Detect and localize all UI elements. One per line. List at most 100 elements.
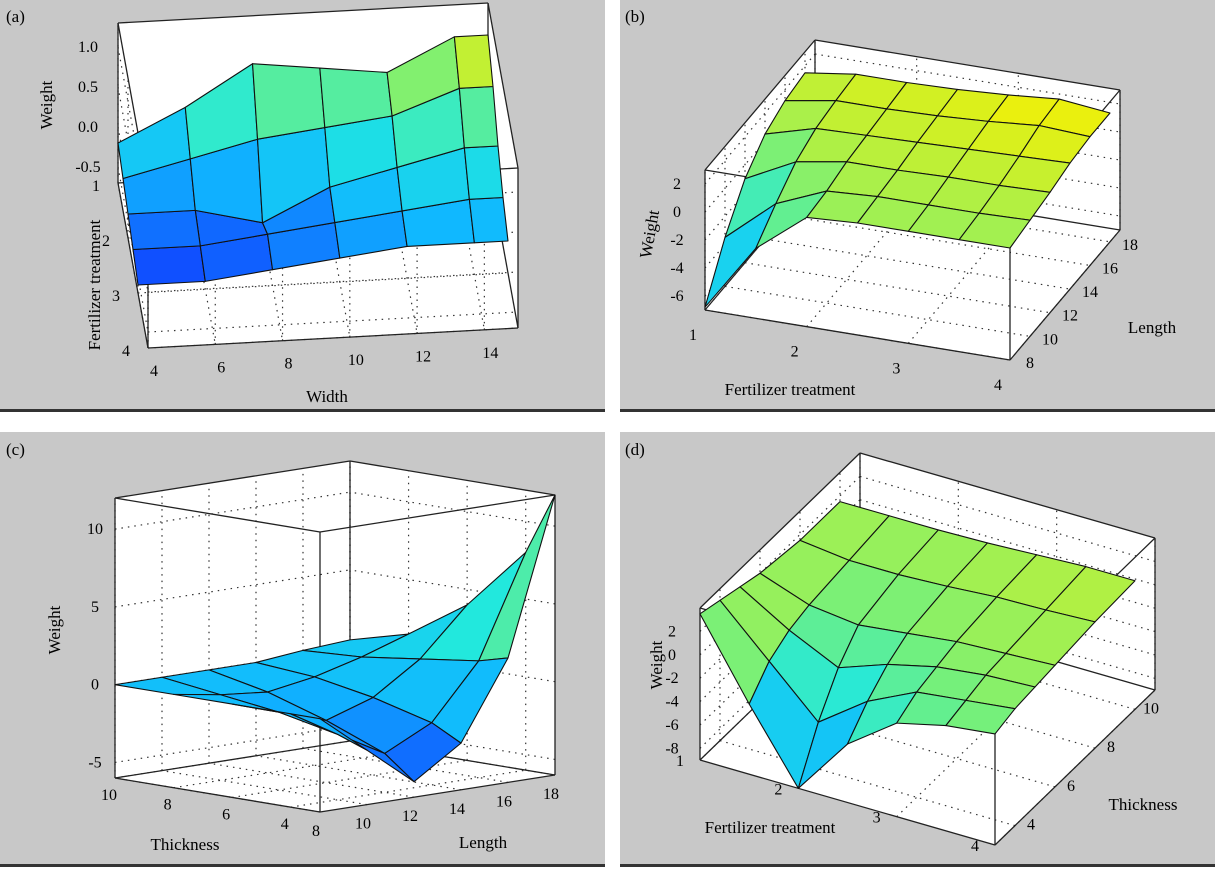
z-tick-label: 0: [91, 677, 99, 694]
grid-line: [699, 475, 861, 632]
y-tick-label: 10: [1042, 331, 1058, 348]
box-edge: [994, 689, 1156, 846]
z-tick-label: 5: [91, 599, 99, 616]
x-tick-label: 3: [892, 360, 900, 377]
x-tick-label: 4: [150, 363, 158, 380]
y-axis-title: Length: [1128, 318, 1177, 337]
z-tick-label: -2: [670, 232, 683, 249]
y-tick-label: 4: [281, 816, 289, 833]
y-axis-title: Thickness: [1109, 795, 1178, 814]
x-tick-label: 10: [348, 352, 364, 369]
x-tick-label: 1: [689, 327, 697, 344]
surface-patch: [251, 63, 326, 140]
panel-label: (d): [625, 440, 645, 459]
z-tick-label: -6: [665, 717, 678, 734]
y-axis-title: Thickness: [151, 835, 220, 854]
y-tick-label: 3: [112, 288, 120, 305]
panel-d: 1 2 3 4 Fertilizer treatment 4 6 8 10 Thickness -8…: [620, 432, 1215, 867]
panel-label: (a): [6, 7, 25, 26]
z-tick-label: -8: [665, 740, 678, 757]
x-tick-label: 8: [285, 356, 293, 373]
z-axis-title: Weight: [45, 605, 64, 654]
plot-box-face: [488, 3, 518, 328]
y-tick-label: 2: [102, 233, 110, 250]
box-edge: [117, 2, 489, 24]
z-tick-label: -2: [665, 670, 678, 687]
box-edge: [114, 460, 351, 499]
z-tick-label: -4: [670, 260, 683, 277]
y-tick-label: 10: [101, 787, 117, 804]
x-tick-label: 16: [496, 793, 512, 810]
y-tick-label: 6: [222, 806, 230, 823]
box-edge: [1009, 229, 1121, 361]
panel-c: 8 10 12 14 16 18 Length 4 6 8 10 Thickness -5 0 5 10 Wei…: [0, 432, 605, 867]
grid-line: [907, 212, 1019, 344]
box-edge: [319, 494, 556, 533]
y-tick-label: 4: [122, 343, 130, 360]
grid-line: [896, 661, 1058, 818]
panel-label: (b): [625, 7, 645, 26]
box-edge: [814, 39, 1121, 91]
plot-box-face: [995, 538, 1155, 845]
box-edge: [704, 39, 816, 171]
x-tick-label: 12: [402, 808, 418, 825]
y-tick-label: 1: [92, 178, 100, 195]
box-edge: [114, 740, 351, 779]
grid-line: [290, 769, 526, 808]
z-tick-label: 0: [668, 647, 676, 664]
x-tick-label: 2: [774, 781, 782, 798]
surface-patch: [453, 34, 494, 89]
panel-border: [620, 409, 1215, 412]
x-tick-label: 14: [449, 801, 465, 818]
x-axis-title: Width: [306, 387, 348, 406]
x-tick-label: 14: [482, 345, 498, 362]
y-tick-label: 4: [1027, 817, 1035, 834]
panel-border: [0, 409, 605, 412]
surface-patch: [127, 209, 201, 251]
box-edge: [704, 309, 1011, 361]
y-tick-label: 14: [1082, 284, 1098, 301]
z-tick-label: 10: [87, 521, 103, 538]
z-axis-title: Weight: [37, 80, 56, 129]
grid-line: [704, 53, 816, 185]
z-tick-label: 0: [673, 204, 681, 221]
panel-border: [620, 864, 1215, 867]
grid-line: [114, 569, 351, 608]
y-tick-label: 10: [1143, 700, 1159, 717]
box-edge: [699, 452, 861, 609]
x-tick-label: 1: [676, 753, 684, 770]
y-axis-title: Fertilizer treatment: [85, 219, 104, 350]
box-edge: [117, 182, 149, 349]
x-tick-label: 12: [415, 348, 431, 365]
plot-box-face: [1010, 90, 1120, 360]
y-tick-label: 8: [1026, 355, 1034, 372]
y-tick-label: 6: [1067, 778, 1075, 795]
z-tick-label: 1.0: [78, 39, 98, 56]
box-edge: [147, 327, 519, 349]
panel-border: [0, 864, 605, 867]
grid-line: [173, 750, 409, 789]
x-tick-label: 18: [543, 786, 559, 803]
surface-patch: [132, 245, 206, 286]
x-tick-label: 8: [312, 823, 320, 840]
y-tick-label: 12: [1062, 308, 1078, 325]
y-tick-label: 18: [1122, 237, 1138, 254]
grid-line: [114, 491, 351, 530]
surface-patch: [468, 196, 509, 244]
box-edge: [319, 774, 556, 813]
panel-label: (c): [6, 440, 25, 459]
y-tick-label: 16: [1102, 260, 1118, 277]
x-axis-title: Fertilizer treatment: [725, 380, 856, 399]
x-tick-label: 3: [873, 810, 881, 827]
z-tick-label: 2: [673, 176, 681, 193]
surface-patch: [945, 699, 1016, 735]
z-tick-label: -6: [670, 288, 683, 305]
x-tick-label: 4: [971, 838, 979, 855]
surface-patch: [290, 713, 368, 751]
z-tick-label: -5: [88, 754, 101, 771]
surface-patch: [463, 145, 504, 200]
x-axis-title: Fertilizer treatment: [705, 818, 836, 837]
z-tick-label: -4: [665, 694, 678, 711]
